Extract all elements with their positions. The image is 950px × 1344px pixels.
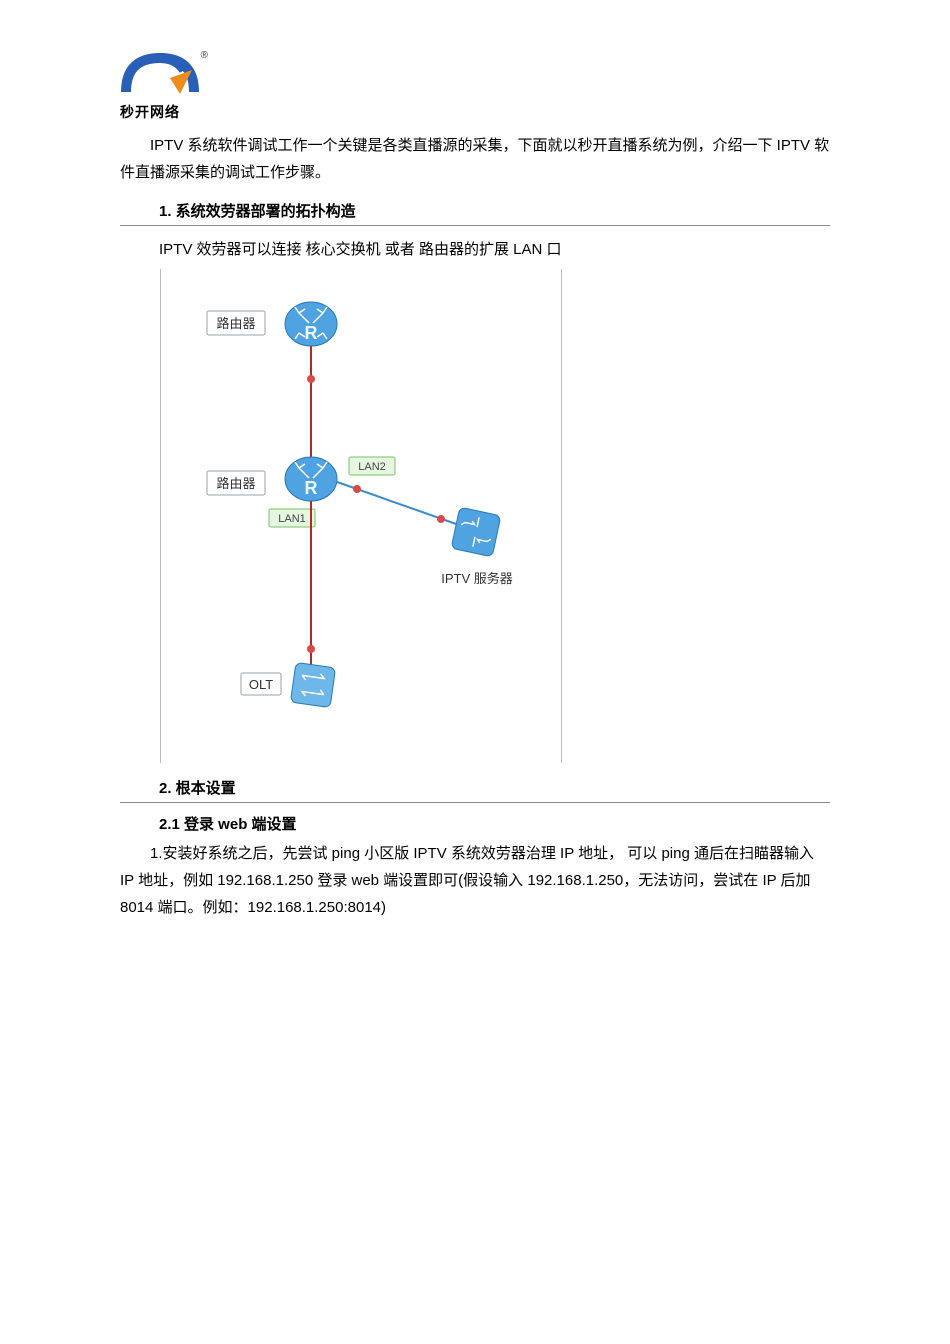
olt-icon [290,662,335,707]
section-1-heading: 1. 系统效劳器部署的拓扑构造 [120,200,830,221]
router1-icon: R [285,302,337,346]
section-2-1-heading: 2.1 登录 web 端设置 [120,813,830,834]
trademark-icon: ® [201,50,208,61]
topology-diagram: 路由器 R 路由器 R LAN2 [160,269,562,763]
logo-text: 秒开网络 [120,102,200,122]
iptv-server-icon [451,507,501,557]
iptv-server-label: IPTV 服务器 [441,571,513,586]
section-2-rule [120,802,830,803]
section-1-rule [120,225,830,226]
router2-icon: R [285,457,337,501]
lan2-label: LAN2 [358,461,386,473]
router1-label: 路由器 [216,316,255,331]
svg-text:R: R [305,323,318,343]
router2-label: 路由器 [216,476,255,491]
svg-text:R: R [305,478,318,498]
section-2-1-body: 1.安装好系统之后，先尝试 ping 小区版 IPTV 系统效劳器治理 IP 地… [120,840,830,921]
lan1-label: LAN1 [278,513,306,525]
olt-label: OLT [249,677,273,692]
section-2-heading: 2. 根本设置 [120,777,830,798]
intro-paragraph: IPTV 系统软件调试工作一个关键是各类直播源的采集，下面就以秒开直播系统为例，… [120,132,830,186]
logo: ® 秒开网络 [120,50,200,122]
section-1-body: IPTV 效劳器可以连接 核心交换机 或者 路由器的扩展 LAN 口 [120,236,830,263]
